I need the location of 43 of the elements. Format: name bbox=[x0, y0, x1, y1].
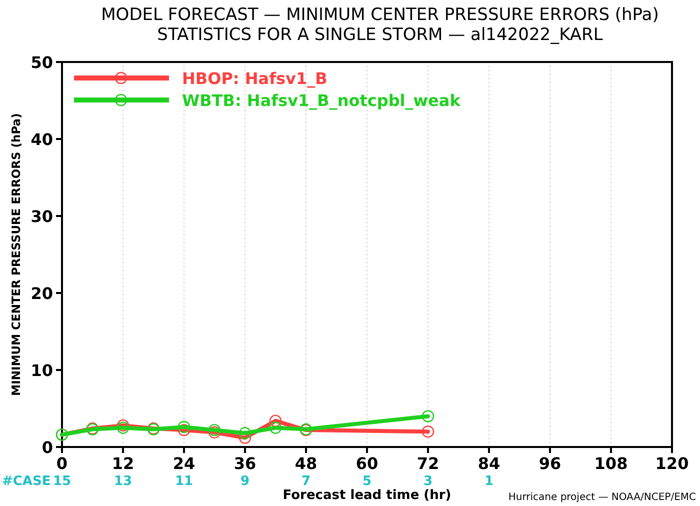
x-tick-label: 0 bbox=[56, 454, 68, 473]
y-tick-label: 30 bbox=[30, 207, 53, 226]
x-tick-label: 108 bbox=[594, 454, 628, 473]
text: WBTB: Hafsv1_B_notcpbl_weak bbox=[182, 91, 461, 110]
x-tick-label: 84 bbox=[478, 454, 500, 473]
y-tick-label: 50 bbox=[30, 53, 53, 72]
text: 3 bbox=[423, 474, 433, 489]
text: 13 bbox=[114, 474, 132, 489]
point bbox=[422, 410, 434, 422]
y-axis-title: MINIMUM CENTER PRESSURE ERRORS (hPa) bbox=[9, 113, 23, 396]
point bbox=[208, 426, 221, 438]
text: 1 bbox=[484, 474, 494, 489]
point bbox=[269, 414, 282, 427]
x-tick-label: 48 bbox=[294, 454, 318, 473]
x-tick-label: 12 bbox=[112, 454, 134, 473]
text: #CASE bbox=[2, 474, 51, 489]
text: 9 bbox=[240, 474, 250, 489]
x-tick-label: 72 bbox=[416, 454, 440, 473]
x-axis-title: Forecast lead time (hr) bbox=[282, 488, 452, 503]
text: HBOP: Hafsv1_B bbox=[182, 69, 328, 88]
point bbox=[422, 426, 434, 438]
y-tick-label: 40 bbox=[30, 130, 53, 149]
chart-subtitle: STATISTICS FOR A SINGLE STORM — al142022_KARL bbox=[157, 25, 604, 45]
point bbox=[178, 420, 190, 434]
text: 11 bbox=[174, 474, 194, 489]
text: Hurricane project — NOAA/NCEP/EMC bbox=[508, 492, 696, 503]
y-tick-label: 0 bbox=[42, 438, 53, 457]
text: 7 bbox=[301, 474, 311, 489]
x-tick-label: 96 bbox=[538, 454, 562, 473]
point bbox=[116, 422, 130, 434]
chart-title: MODEL FORECAST — MINIMUM CENTER PRESSURE ERRORS (hPa) bbox=[101, 5, 659, 25]
x-tick-label: 24 bbox=[172, 454, 196, 473]
text: 5 bbox=[362, 474, 372, 489]
x-tick-label: 120 bbox=[655, 454, 689, 473]
text: 15 bbox=[52, 474, 72, 489]
y-tick-label: 10 bbox=[30, 361, 53, 380]
point bbox=[208, 424, 221, 436]
y-tick-label: 20 bbox=[30, 284, 53, 303]
point bbox=[269, 422, 282, 434]
point bbox=[178, 424, 190, 436]
point bbox=[238, 427, 252, 440]
x-tick-label: 60 bbox=[356, 454, 378, 473]
x-tick-label: 36 bbox=[234, 454, 256, 473]
